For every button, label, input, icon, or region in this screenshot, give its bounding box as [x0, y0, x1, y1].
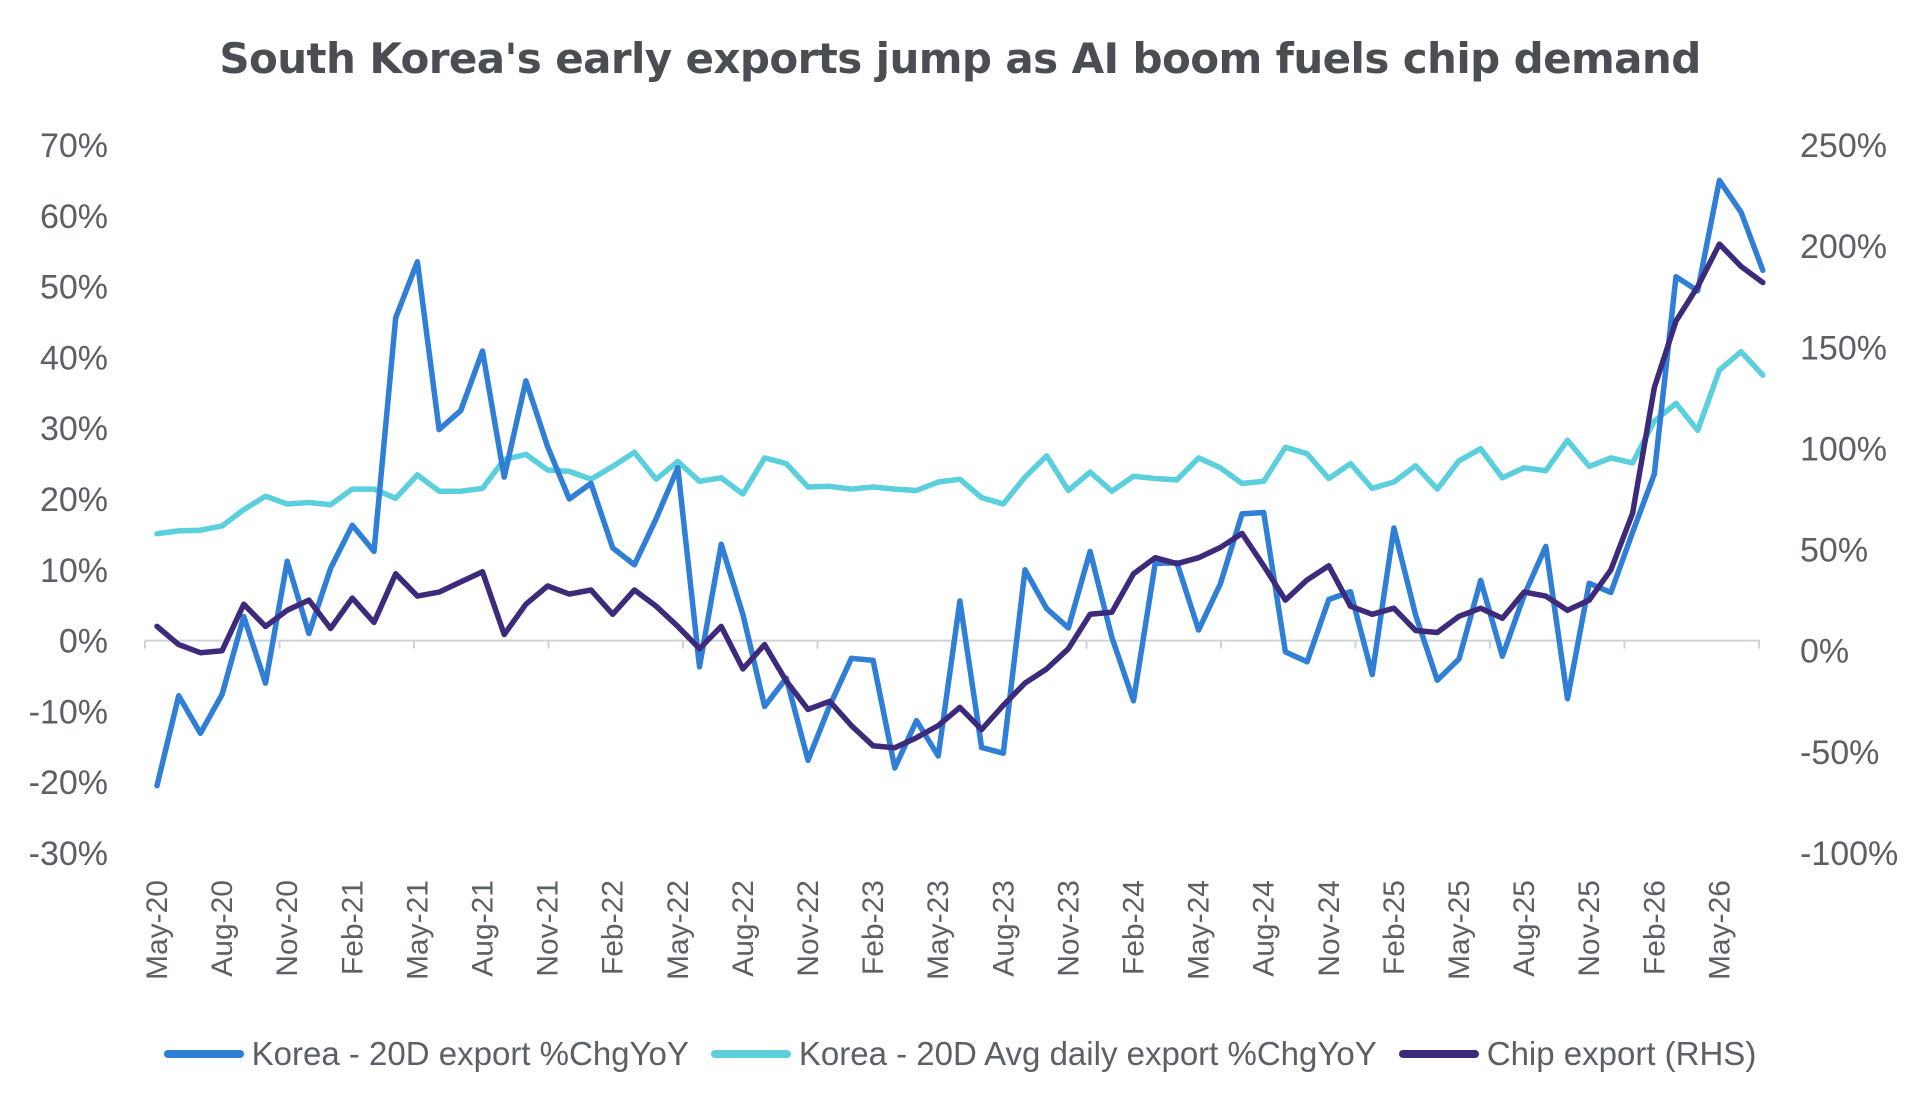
left-axis-tick-label: 70%	[40, 127, 108, 165]
legend-label-avg-daily-export: Korea - 20D Avg daily export %ChgYoY	[798, 1035, 1377, 1072]
legend-swatch-chip-export	[1398, 1050, 1479, 1058]
x-axis-tick-label: May-26	[1703, 880, 1736, 980]
x-axis-tick-label: Nov-24	[1313, 880, 1346, 977]
left-axis-tick-label: 0%	[59, 623, 108, 661]
series-line-chip-export	[154, 241, 1766, 751]
x-axis-tick-label: May-22	[662, 880, 695, 980]
left-axis-tick-label: -10%	[29, 693, 108, 731]
left-axis-tick-label: 30%	[40, 410, 108, 448]
right-axis-tick-label: -100%	[1800, 835, 1898, 873]
x-axis-tick-label: May-21	[401, 880, 434, 980]
x-axis-tick-label: Feb-24	[1118, 880, 1151, 975]
series-lines	[154, 177, 1766, 789]
legend-label-chip-export: Chip export (RHS)	[1486, 1035, 1757, 1072]
legend-swatch-avg-daily-export	[710, 1050, 791, 1058]
x-axis-tick-label: Nov-21	[532, 880, 565, 977]
legend-label-export: Korea - 20D export %ChgYoY	[251, 1035, 689, 1072]
left-axis-tick-label: -30%	[29, 835, 108, 873]
x-axis-tick-label: Nov-25	[1573, 880, 1606, 977]
x-axis-tick-label: Feb-23	[857, 880, 890, 975]
legend-item-chip-export: Chip export (RHS)	[1398, 1035, 1757, 1073]
right-axis-tick-label: 250%	[1800, 127, 1887, 165]
left-axis-tick-label: -20%	[29, 764, 108, 802]
x-axis-tick-label: Feb-22	[597, 880, 630, 975]
legend: Korea - 20D export %ChgYoY Korea - 20D A…	[0, 1035, 1920, 1073]
series-line-export	[154, 177, 1766, 789]
x-axis-tick-label: Feb-26	[1638, 880, 1671, 975]
x-axis-tick-label: Aug-23	[987, 880, 1020, 977]
x-axis-tick-label: Aug-21	[467, 880, 500, 977]
x-axis-tick-label: May-20	[141, 880, 174, 980]
x-axis-tick-label: May-24	[1183, 880, 1216, 980]
x-axis-tick-label: Aug-25	[1508, 880, 1541, 977]
right-axis-tick-label: 100%	[1800, 430, 1887, 468]
chart-title: South Korea's early exports jump as AI b…	[219, 34, 1701, 83]
right-axis-tick-label: 200%	[1800, 228, 1887, 266]
legend-item-export: Korea - 20D export %ChgYoY	[163, 1035, 689, 1073]
x-axis: May-20 Aug-20 Nov-20 Feb-21 May-21 Aug-21 Nov-…	[141, 880, 1736, 980]
right-axis-tick-label: 50%	[1800, 532, 1868, 570]
x-axis-tick-label: Aug-24	[1248, 880, 1281, 977]
left-axis-tick-label: 20%	[40, 481, 108, 519]
series-line-avg-daily-export	[154, 348, 1766, 537]
x-axis-tick-label: Feb-25	[1378, 880, 1411, 975]
right-axis-tick-label: 150%	[1800, 329, 1887, 367]
x-axis-tick-label: Feb-21	[336, 880, 369, 975]
line-chart: 70% 60% 50% 40% 30% 20% 10% 0% -10% -20% -30% 250%…	[29, 127, 1899, 980]
left-axis-tick-label: 50%	[40, 269, 108, 307]
legend-item-avg-daily-export: Korea - 20D Avg daily export %ChgYoY	[710, 1035, 1377, 1073]
x-axis-tick-label: Nov-22	[792, 880, 825, 977]
right-axis-tick-label: -50%	[1800, 734, 1879, 772]
left-y-axis: 70% 60% 50% 40% 30% 20% 10% 0% -10% -20% -30%	[29, 127, 108, 873]
x-axis-tick-label: Nov-23	[1052, 880, 1085, 977]
left-axis-tick-label: 10%	[40, 552, 108, 590]
x-axis-tick-label: May-25	[1443, 880, 1476, 980]
right-y-axis: 250% 200% 150% 100% 50% 0% -50% -100%	[1800, 127, 1898, 873]
left-axis-tick-label: 60%	[40, 198, 108, 236]
right-axis-tick-label: 0%	[1800, 633, 1849, 671]
x-axis-tick-label: Aug-22	[727, 880, 760, 977]
x-axis-tick-label: May-23	[922, 880, 955, 980]
x-axis-tick-label: Aug-20	[206, 880, 239, 977]
left-axis-tick-label: 40%	[40, 339, 108, 377]
legend-swatch-export	[163, 1050, 244, 1058]
x-axis-tick-label: Nov-20	[271, 880, 304, 977]
